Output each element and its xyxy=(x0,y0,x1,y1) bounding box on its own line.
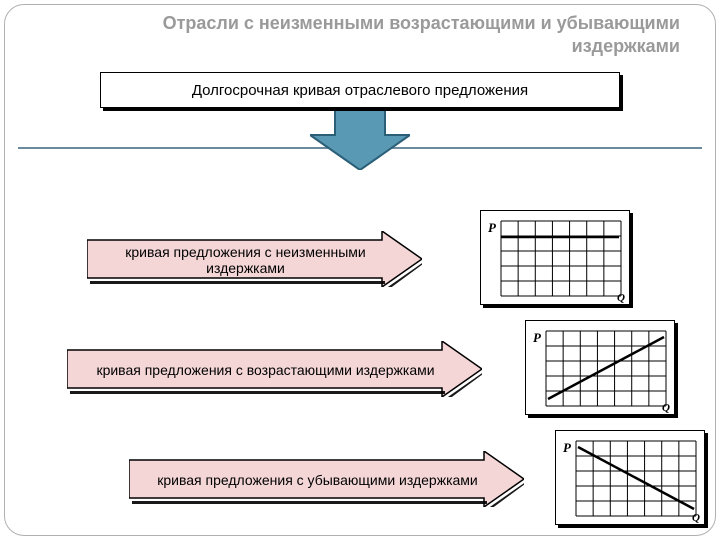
axis-q-label: Q xyxy=(692,512,700,524)
chart-svg xyxy=(526,321,676,416)
arrow-label: кривая предложения с убывающими издержка… xyxy=(157,472,477,488)
axis-p-label: P xyxy=(488,220,496,236)
axis-q-label: Q xyxy=(662,402,670,414)
chart-svg xyxy=(556,431,706,526)
arrow-constant-costs: кривая предложения с неизменными издержк… xyxy=(88,232,423,288)
subtitle-text: Долгосрочная кривая отраслевого предложе… xyxy=(192,82,528,99)
subtitle-box: Долгосрочная кривая отраслевого предложе… xyxy=(100,72,620,108)
axis-q-label: Q xyxy=(617,292,625,304)
slide-title: Отрасли с неизменными возрастающими и уб… xyxy=(70,12,680,59)
arrow-label: кривая предложения с неизменными издержк… xyxy=(98,244,393,276)
axis-p-label: P xyxy=(533,330,541,346)
arrow-label: кривая предложения с возрастающими издер… xyxy=(96,362,434,378)
arrow-decreasing-costs: кривая предложения с убывающими издержка… xyxy=(130,452,525,508)
arrow-increasing-costs: кривая предложения с возрастающими издер… xyxy=(68,342,483,398)
chart-increasing: P Q xyxy=(525,320,675,415)
chart-svg xyxy=(481,211,631,306)
axis-p-label: P xyxy=(563,440,571,456)
chart-decreasing: P Q xyxy=(555,430,705,525)
chart-constant: P Q xyxy=(480,210,630,305)
